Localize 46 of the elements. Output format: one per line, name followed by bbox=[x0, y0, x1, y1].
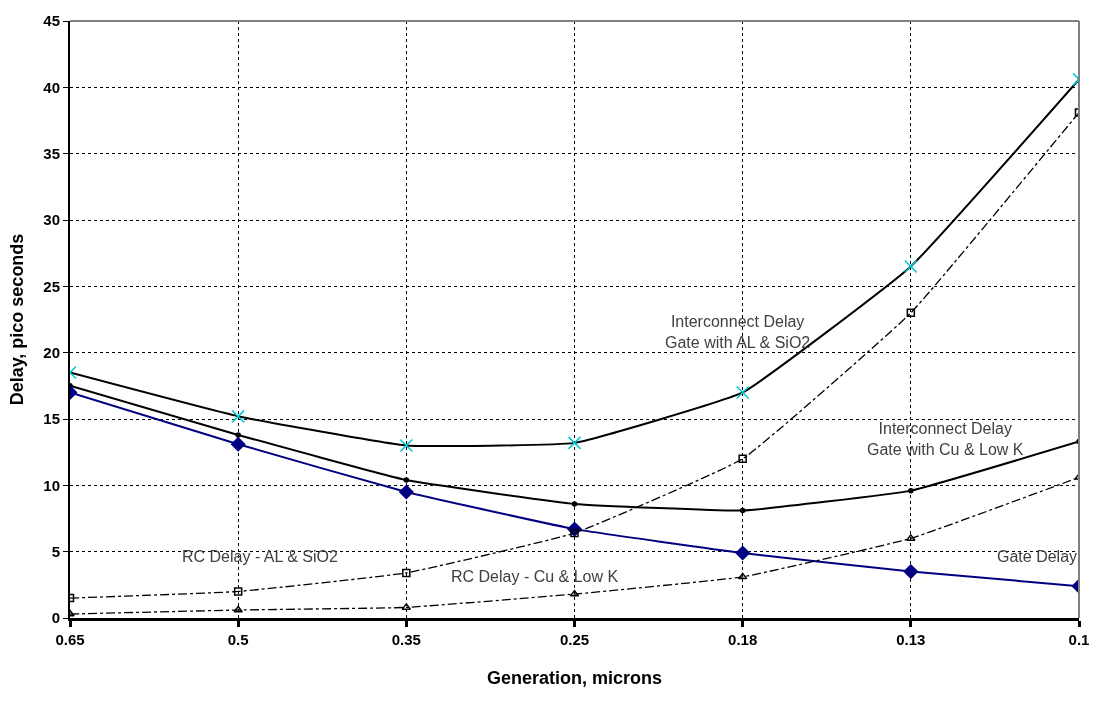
x-tick-label: 0.1 bbox=[1068, 631, 1090, 648]
x-tick-label: 0.35 bbox=[391, 631, 421, 648]
point bbox=[737, 572, 748, 580]
x-tick-label: 0.25 bbox=[559, 631, 590, 648]
point bbox=[738, 454, 747, 464]
point bbox=[739, 507, 746, 514]
y-tick-label: 15 bbox=[43, 410, 60, 428]
y-axis-title: Delay, pico seconds bbox=[7, 233, 28, 406]
point bbox=[403, 477, 410, 483]
point bbox=[906, 308, 916, 318]
series-label: Interconnect Delay Gate with Cu & Low K bbox=[867, 420, 1024, 458]
point bbox=[904, 259, 918, 274]
x-tick-label: 0.13 bbox=[896, 631, 926, 648]
point bbox=[735, 545, 750, 561]
y-tick-label: 40 bbox=[43, 78, 60, 96]
series-label: RC Delay - AL & SiO2 bbox=[182, 548, 339, 565]
point bbox=[399, 484, 414, 500]
point bbox=[903, 564, 919, 579]
point bbox=[735, 385, 750, 400]
point bbox=[908, 487, 914, 494]
point bbox=[235, 432, 241, 438]
y-tick-label: 5 bbox=[51, 542, 60, 560]
y-tick-label: 20 bbox=[43, 343, 60, 361]
point bbox=[402, 568, 411, 578]
point bbox=[571, 501, 578, 507]
point bbox=[567, 436, 582, 450]
point bbox=[231, 409, 245, 424]
series-label: RC Delay - Cu & Low K bbox=[451, 568, 619, 585]
y-tick-label: 45 bbox=[43, 12, 60, 30]
x-axis-title: Generation, microns bbox=[486, 668, 663, 689]
point bbox=[233, 605, 243, 613]
point bbox=[569, 589, 580, 597]
x-tick-label: 0.5 bbox=[227, 631, 249, 648]
series-label: Gate Delay bbox=[997, 548, 1078, 565]
point bbox=[399, 438, 414, 453]
x-tick-label: 0.65 bbox=[55, 631, 85, 648]
y-tick-label: 0 bbox=[51, 609, 60, 627]
point bbox=[233, 587, 243, 596]
point bbox=[906, 534, 916, 541]
y-tick-label: 10 bbox=[43, 476, 60, 494]
x-tick-label: 0.18 bbox=[728, 631, 758, 648]
series-label: Interconnect Delay Gate with AL & SiO2 bbox=[665, 313, 811, 351]
point bbox=[230, 436, 246, 452]
y-tick-label: 25 bbox=[43, 277, 60, 295]
y-tick-label: 30 bbox=[43, 211, 60, 229]
y-tick-label: 35 bbox=[43, 144, 60, 162]
